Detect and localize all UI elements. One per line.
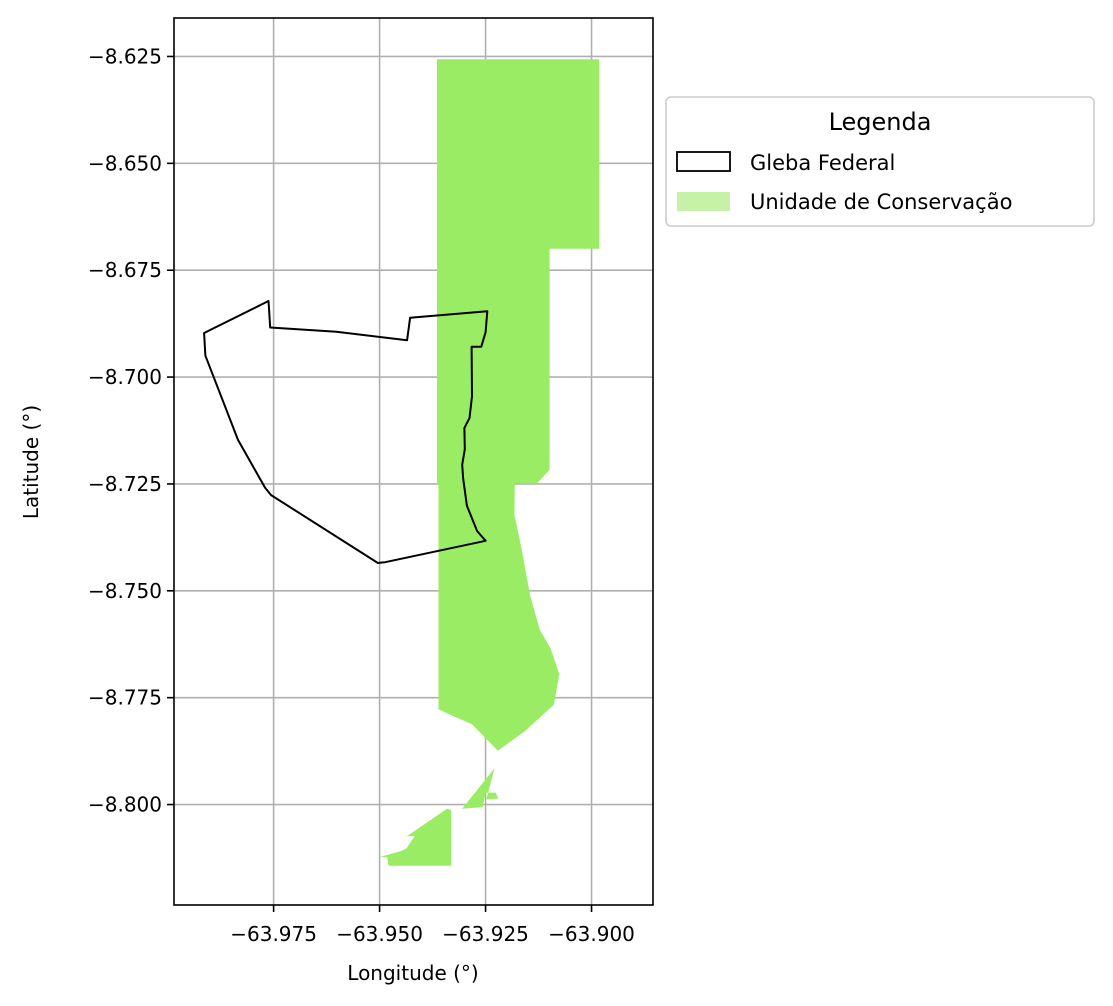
unidade-de-conservacao-polygon	[437, 59, 600, 751]
x-axis-ticks: −63.975 −63.950 −63.925 −63.900	[230, 905, 635, 946]
legend-swatch-unidade-de-conservacao	[677, 192, 730, 211]
y-tick-label: −8.700	[88, 365, 162, 389]
x-tick-label: −63.925	[442, 922, 529, 946]
x-tick-label: −63.900	[548, 922, 635, 946]
legend-swatch-gleba-federal	[676, 151, 731, 172]
y-axis-label: Latitude (°)	[19, 405, 43, 519]
legend-box	[665, 96, 1095, 227]
y-tick-label: −8.675	[88, 258, 162, 282]
y-tick-label: −8.625	[88, 44, 162, 68]
axes-frame	[173, 17, 654, 906]
unidade-de-conservacao-layer	[379, 59, 600, 866]
y-tick-label: −8.750	[88, 579, 162, 603]
y-tick-label: −8.650	[88, 151, 162, 175]
y-axis-ticks: −8.625 −8.650 −8.675 −8.700 −8.725 −8.750 −8.7…	[88, 44, 174, 817]
legend-label-gleba-federal: Gleba Federal	[750, 151, 895, 175]
y-tick-label: −8.775	[88, 686, 162, 710]
gleba-federal-layer	[203, 300, 489, 564]
legend-title: Legenda	[829, 108, 932, 136]
x-axis-label: Longitude (°)	[347, 961, 478, 985]
unidade-de-conservacao-polygon	[462, 768, 499, 809]
y-tick-label: −8.725	[88, 472, 162, 496]
y-tick-label: −8.800	[88, 793, 162, 817]
x-tick-label: −63.975	[230, 922, 317, 946]
legend-label-unidade-de-conservacao: Unidade de Conservação	[750, 190, 1012, 214]
x-tick-label: −63.950	[336, 922, 423, 946]
unidade-de-conservacao-polygon	[379, 808, 452, 866]
gleba-federal-polygon	[203, 300, 489, 564]
legend: Legenda Gleba Federal Unidade de Conserv…	[665, 96, 1095, 227]
